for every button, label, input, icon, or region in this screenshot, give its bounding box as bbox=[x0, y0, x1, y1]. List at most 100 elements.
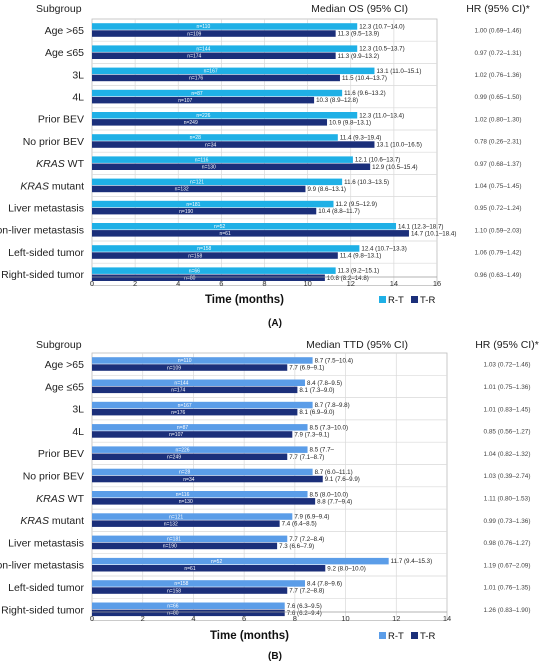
subgroup-label: 4L bbox=[72, 92, 84, 104]
median-label-tr: 13.1 (10.0–16.5) bbox=[376, 142, 421, 149]
hr-value: 0.99 (0.73–1.36) bbox=[484, 518, 531, 525]
n-label-tr: n=174 bbox=[187, 54, 201, 60]
x-tick-label: 4 bbox=[176, 279, 180, 288]
hr-value: 1.01 (0.75–1.36) bbox=[484, 384, 531, 391]
row-1: Age ≤65 n=144 n=174 12.3 (10.5–13.7)11.3 (9… bbox=[45, 40, 521, 60]
median-label-tr: 10.3 (8.9–12.8) bbox=[316, 97, 358, 104]
n-label-tr: n=132 bbox=[175, 187, 189, 193]
x-tick-label: 4 bbox=[191, 614, 195, 623]
median-label-tr: 7.7 (7.1–8.7) bbox=[289, 454, 324, 461]
bar-tr bbox=[92, 163, 371, 170]
legend: R-T T-R bbox=[379, 631, 435, 642]
median-label-rt: 11.6 (10.3–13.5) bbox=[344, 179, 389, 186]
bar-rt bbox=[92, 379, 305, 386]
row-4: Prior BEV n=226 n=249 8.5 (7.7–7.7 (7.1–8.7… bbox=[38, 441, 531, 461]
hr-value: 1.04 (0.75–1.45) bbox=[475, 183, 522, 190]
n-label-rt: n=226 bbox=[176, 447, 190, 453]
hr-value: 1.26 (0.83–1.90) bbox=[484, 607, 531, 614]
subgroup-label: Left-sided tumor bbox=[8, 247, 84, 259]
n-label-rt: n=121 bbox=[190, 180, 204, 186]
hr-value: 1.19 (0.67–2.09) bbox=[484, 562, 531, 569]
median-label-rt: 12.4 (10.7–13.3) bbox=[361, 246, 406, 253]
bar-rt bbox=[92, 468, 313, 476]
bar-tr bbox=[92, 498, 316, 505]
median-label-tr: 9.1 (7.6–9.9) bbox=[325, 476, 360, 483]
n-label-tr: n=190 bbox=[179, 209, 193, 215]
bar-tr bbox=[92, 520, 280, 527]
median-label-rt: 13.1 (11.0–15.1) bbox=[376, 68, 421, 75]
n-label-rt: n=52 bbox=[214, 224, 225, 230]
hr-value: 1.10 (0.59–2.03) bbox=[475, 227, 522, 234]
header-hr: HR (95% CI)* bbox=[475, 339, 539, 351]
median-label-tr: 8.8 (7.7–9.4) bbox=[317, 498, 352, 505]
x-tick-label: 12 bbox=[347, 279, 355, 288]
row-6: KRAS WT n=116 n=130 12.1 (10.6–13.7)12.9 (1… bbox=[36, 151, 521, 171]
legend-label-tr: T-R bbox=[420, 295, 435, 306]
median-label-rt: 7.6 (6.3–9.5) bbox=[287, 603, 322, 610]
subgroup-rest: mutant bbox=[49, 180, 84, 192]
header-subgroup: Subgroup bbox=[36, 339, 82, 351]
median-label-tr: 7.7 (7.2–8.8) bbox=[289, 588, 324, 595]
bar-tr bbox=[92, 52, 336, 59]
hr-value: 0.96 (0.63–1.49) bbox=[475, 272, 522, 279]
x-tick-label: 12 bbox=[392, 614, 400, 623]
bar-rt bbox=[92, 67, 375, 75]
median-label-tr: 9.2 (8.0–10.0) bbox=[327, 565, 366, 572]
hr-value: 0.85 (0.56–1.27) bbox=[484, 429, 531, 436]
chart-panel-b: Subgroup Median TTD (95% CI) HR (95% CI)* A… bbox=[0, 339, 539, 662]
median-label-tr: 8.1 (6.9–9.0) bbox=[299, 409, 334, 416]
median-label-rt: 8.7 (7.5–10.4) bbox=[315, 358, 354, 365]
n-label-tr: n=249 bbox=[167, 455, 181, 461]
median-label-rt: 12.1 (10.6–13.7) bbox=[355, 157, 400, 164]
x-tick-label: 8 bbox=[262, 279, 266, 288]
n-label-rt: n=121 bbox=[169, 514, 183, 520]
subgroup-label: Age ≤65 bbox=[45, 47, 84, 59]
n-label-rt: n=226 bbox=[196, 113, 210, 119]
row-3: 4L n=87n=107 11.6 (9.6–13.2)10.3 (8.9–12.8… bbox=[72, 85, 522, 104]
bar-tr bbox=[92, 141, 375, 148]
n-label-rt: n=66 bbox=[189, 268, 200, 274]
row-11: Right-sided tumor n=66 n=80 11.3 (9.2–15.1)… bbox=[1, 262, 522, 282]
bar-tr bbox=[92, 119, 328, 126]
median-label-rt: 8.7 (7.8–9.8) bbox=[315, 402, 350, 409]
x-tick-label: 10 bbox=[303, 279, 311, 288]
legend-label-tr: T-R bbox=[420, 631, 435, 642]
n-label-tr: n=109 bbox=[167, 365, 181, 371]
n-label-tr: n=249 bbox=[184, 120, 198, 126]
n-label-tr: n=80 bbox=[184, 276, 195, 282]
hr-value: 1.03 (0.39–2.74) bbox=[484, 473, 531, 480]
x-tick-label: 2 bbox=[141, 614, 145, 623]
bar-tr bbox=[92, 274, 325, 281]
row-11: Right-sided tumor n=66n=80 7.6 (6.3–9.5)7.… bbox=[1, 597, 531, 617]
header-median: Median TTD (95% CI) bbox=[306, 339, 408, 351]
median-label-tr: 10.8 (8.2–14.8) bbox=[327, 275, 369, 282]
n-label-tr: n=109 bbox=[187, 31, 201, 37]
subgroup-italic: KRAS bbox=[36, 493, 65, 505]
bar-rt bbox=[92, 580, 305, 587]
header-hr: HR (95% CI)* bbox=[466, 3, 530, 15]
bar-rt bbox=[92, 178, 343, 186]
subgroup-italic: KRAS bbox=[20, 180, 49, 192]
subgroup-label: 3L bbox=[72, 404, 84, 416]
subgroup-label: Left-sided tumor bbox=[8, 582, 84, 594]
median-label-tr: 7.3 (6.6–7.9) bbox=[279, 543, 314, 550]
n-label-tr: n=158 bbox=[167, 588, 181, 594]
median-label-tr: 9.9 (8.6–13.1) bbox=[307, 186, 346, 193]
bar-rt bbox=[92, 513, 293, 520]
row-5: No prior BEV n=28 n=34 11.4 (9.3–19.4)13.1 … bbox=[23, 129, 521, 149]
n-label-tr: n=176 bbox=[171, 410, 185, 416]
subgroup-label: 3L bbox=[72, 69, 84, 81]
row-9: Non-liver metastasis n=52n=61 14.1 (12.3–1… bbox=[0, 218, 522, 237]
hr-value: 1.02 (0.76–1.36) bbox=[475, 72, 522, 79]
median-label-tr: 11.3 (9.9–13.2) bbox=[338, 53, 380, 60]
hr-value: 1.04 (0.82–1.32) bbox=[484, 451, 531, 458]
bar-tr bbox=[92, 185, 306, 193]
hr-value: 0.99 (0.65–1.50) bbox=[475, 94, 522, 101]
bar-rt bbox=[92, 200, 334, 208]
subgroup-label: Prior BEV bbox=[38, 114, 84, 126]
n-label-tr: n=174 bbox=[171, 388, 185, 394]
n-label-tr: n=132 bbox=[164, 521, 178, 527]
n-label-rt: n=87 bbox=[177, 425, 188, 431]
